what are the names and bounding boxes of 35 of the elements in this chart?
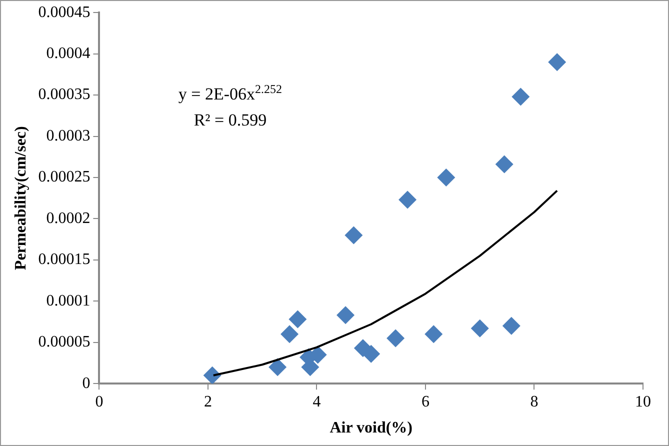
x-tick-label: 0	[95, 393, 104, 410]
point	[398, 190, 417, 209]
y-tick-label: 0.00045	[38, 4, 90, 21]
x-tick-label: 6	[421, 393, 430, 410]
point	[502, 316, 520, 335]
point	[336, 306, 355, 324]
point	[280, 325, 299, 344]
point	[288, 310, 307, 328]
point	[386, 329, 405, 348]
y-tick-label: 0.00005	[38, 334, 90, 351]
point	[424, 325, 443, 344]
y-tick-label: 0.0003	[46, 127, 90, 144]
y-tick-label: 0	[82, 374, 90, 392]
annotation: R² = 0.599	[194, 110, 267, 130]
point	[362, 344, 380, 363]
x-tick-label: 2	[204, 393, 212, 410]
point	[268, 358, 287, 376]
point	[344, 226, 363, 244]
y-axis-title: Permeability(cm/sec)	[12, 126, 30, 270]
point	[495, 155, 514, 174]
x-tick-label: 4	[312, 393, 321, 410]
point	[512, 88, 530, 106]
point	[470, 319, 489, 338]
point	[437, 168, 456, 186]
point	[548, 53, 566, 72]
x-tick-label: 8	[530, 393, 538, 410]
y-tick-label: 0.0004	[46, 45, 90, 62]
x-tick-label: 10	[635, 393, 651, 410]
y-tick-label: 0.0002	[46, 210, 90, 227]
y-tick-label: 0.00015	[38, 251, 90, 268]
y-tick-label: 0.00025	[38, 168, 90, 186]
y-tick-label: 0.00035	[38, 86, 90, 104]
y-tick-label: 0.0001	[46, 292, 90, 310]
x-axis-title: Air void(%)	[330, 420, 413, 437]
point	[203, 366, 222, 384]
